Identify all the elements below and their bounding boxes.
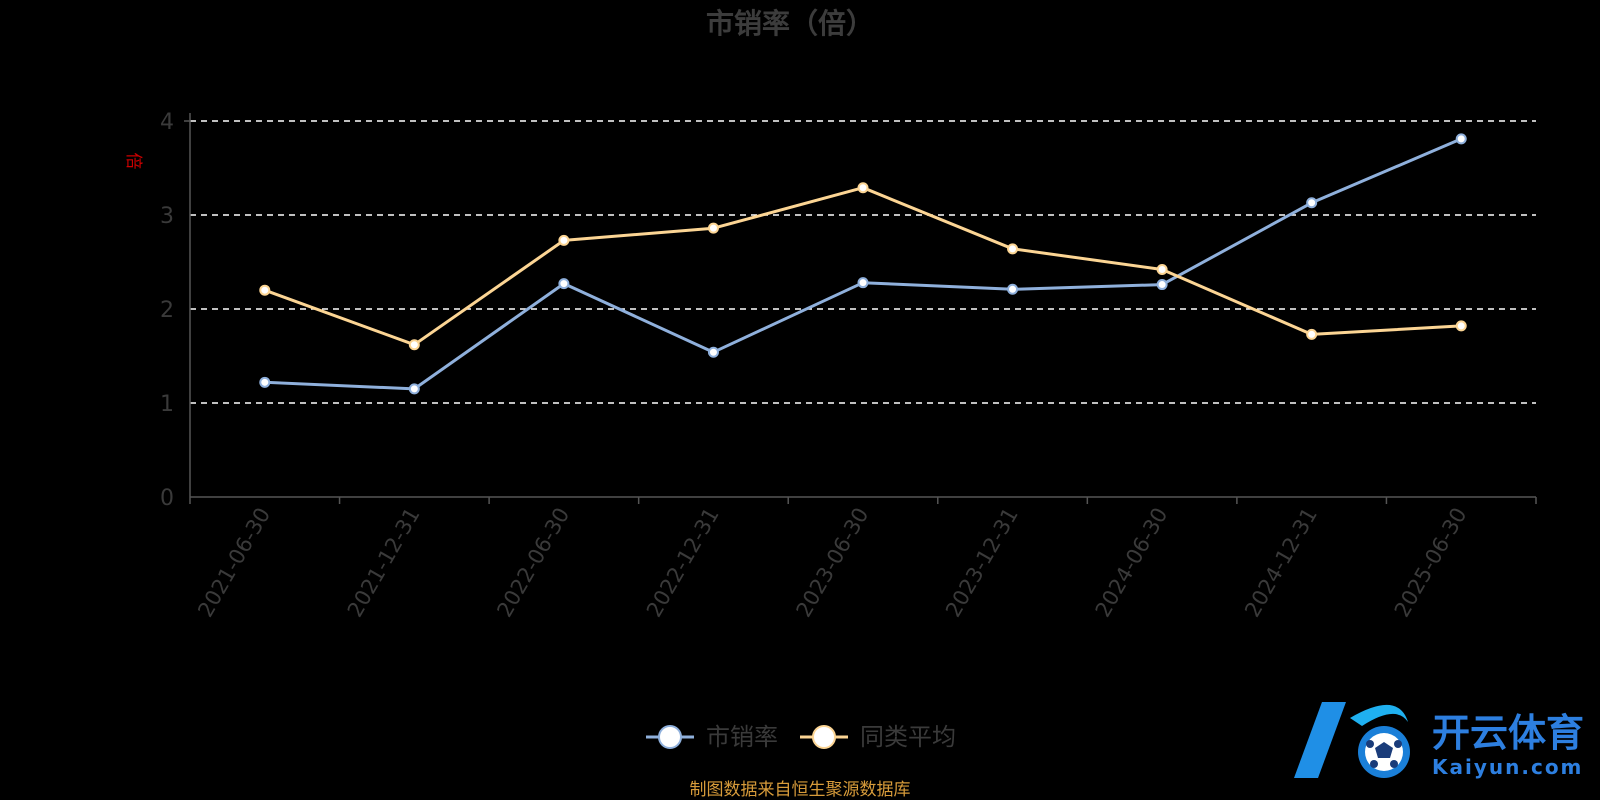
data-point[interactable] [259, 376, 271, 388]
y-tick-label: 4 [160, 110, 174, 135]
data-point[interactable] [1007, 243, 1019, 255]
legend-marker [658, 725, 682, 749]
data-point[interactable] [408, 383, 420, 395]
watermark-logo: 开云体育 Kaiyun.com [1294, 702, 1584, 779]
x-tick-label: 2023-06-30 [792, 504, 874, 622]
y-tick-label: 2 [160, 298, 174, 323]
data-point[interactable] [1455, 320, 1467, 332]
legend-item-peer-average[interactable]: 同类平均 [800, 723, 956, 751]
y-axis-ticks: 0 1 2 3 4 [160, 110, 174, 511]
series-lines [259, 133, 1467, 395]
x-tick-label: 2022-12-31 [642, 504, 724, 622]
data-point[interactable] [1156, 279, 1168, 291]
y-tick-label: 0 [160, 486, 174, 511]
k-soccer-ball-icon [1294, 702, 1410, 778]
y-tick-label: 3 [160, 204, 174, 229]
data-point[interactable] [558, 234, 570, 246]
data-point[interactable] [857, 277, 869, 289]
x-axis-ticks: 2021-06-30 2021-12-31 2022-06-30 2022-12-31… [193, 504, 1471, 622]
data-point[interactable] [707, 222, 719, 234]
legend-label: 市销率 [706, 723, 778, 751]
axes [184, 113, 1537, 504]
series-line-0 [264, 137, 1462, 391]
y-axis-unit: 倍 [123, 153, 143, 170]
data-point[interactable] [259, 284, 271, 296]
data-point[interactable] [1306, 328, 1318, 340]
legend[interactable]: 市销率 同类平均 [646, 723, 956, 751]
x-tick-label: 2024-06-30 [1091, 504, 1173, 622]
data-point[interactable] [1007, 283, 1019, 295]
legend-label: 同类平均 [860, 723, 956, 751]
data-point[interactable] [558, 278, 570, 290]
x-tick-label: 2023-12-31 [941, 504, 1023, 622]
grid-lines [190, 120, 1536, 404]
x-tick-label: 2021-06-30 [193, 504, 275, 622]
x-tick-label: 2021-12-31 [343, 504, 425, 622]
data-source-note: 制图数据来自恒生聚源数据库 [690, 780, 911, 800]
x-tick-label: 2022-06-30 [492, 504, 574, 622]
x-tick-label: 2025-06-30 [1390, 504, 1472, 622]
x-tick-label: 2024-12-31 [1240, 504, 1322, 622]
data-point[interactable] [1455, 133, 1467, 145]
data-point[interactable] [857, 182, 869, 194]
legend-marker [812, 725, 836, 749]
data-point[interactable] [1306, 197, 1318, 209]
legend-item-sales-ratio[interactable]: 市销率 [646, 723, 778, 751]
watermark-text-en: Kaiyun.com [1432, 755, 1583, 779]
data-point[interactable] [408, 339, 420, 351]
data-point[interactable] [707, 346, 719, 358]
chart-title: 市销率（倍） [706, 7, 874, 40]
y-tick-label: 1 [160, 392, 174, 417]
data-point[interactable] [1156, 264, 1168, 276]
series-line-1 [264, 186, 1462, 347]
watermark-text-cn: 开云体育 [1432, 711, 1584, 755]
